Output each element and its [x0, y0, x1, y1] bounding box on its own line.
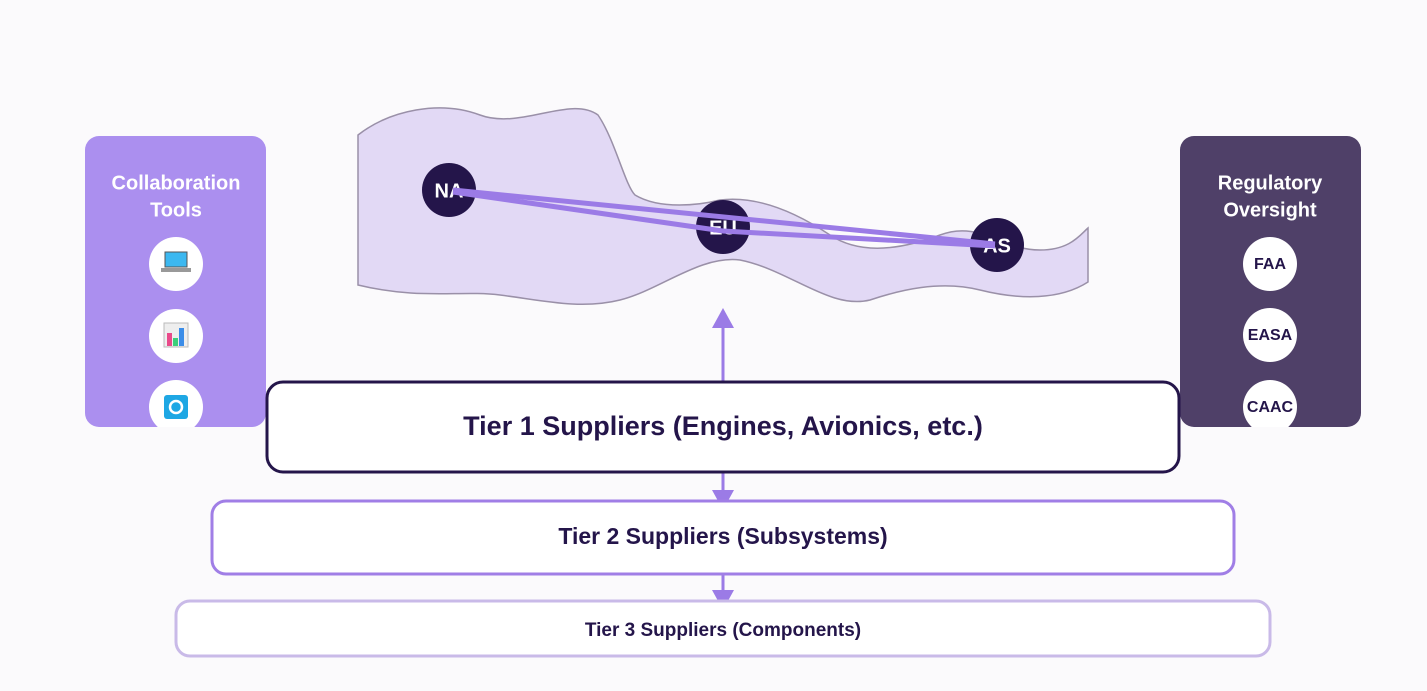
collaboration-panel: Collaboration Tools — [85, 136, 266, 427]
arrow-head — [712, 308, 734, 328]
node-label: NA — [435, 180, 464, 202]
map-nodes: NA EU AS — [422, 163, 1024, 272]
node-label: AS — [983, 235, 1011, 257]
tier-box — [265, 380, 1181, 474]
route — [452, 189, 996, 249]
agency-label: CAAC — [1247, 399, 1294, 416]
panel-title: Collaboration — [112, 172, 241, 194]
panel-title: Tools — [150, 199, 202, 221]
chart-icon — [173, 338, 178, 346]
agency-circle — [1243, 237, 1297, 291]
agency-circle — [1243, 380, 1297, 427]
agency-label: FAA — [1254, 256, 1286, 273]
tier-box — [174, 599, 1272, 658]
chart-icon — [179, 328, 184, 346]
tier-box — [210, 499, 1236, 576]
regulatory-panel: Regulatory Oversight FAA EASA CAAC — [1180, 136, 1361, 427]
tier-label: Tier 1 Suppliers (Engines, Avionics, etc… — [463, 411, 983, 441]
agency-label: EASA — [1248, 327, 1293, 344]
route — [452, 187, 996, 247]
node — [970, 218, 1024, 272]
panel-title: Regulatory — [1218, 172, 1323, 194]
chart-icon — [167, 333, 172, 346]
tier-label: Tier 3 Suppliers (Components) — [585, 620, 861, 641]
refresh-icon — [168, 399, 184, 415]
laptop-icon — [164, 251, 188, 268]
tier-label: Tier 2 Suppliers (Subsystems) — [558, 523, 887, 549]
node — [422, 163, 476, 217]
panel-title: Oversight — [1223, 199, 1317, 221]
agency-circle — [1243, 308, 1297, 362]
laptop-icon — [161, 268, 191, 272]
refresh-icon — [164, 395, 188, 419]
